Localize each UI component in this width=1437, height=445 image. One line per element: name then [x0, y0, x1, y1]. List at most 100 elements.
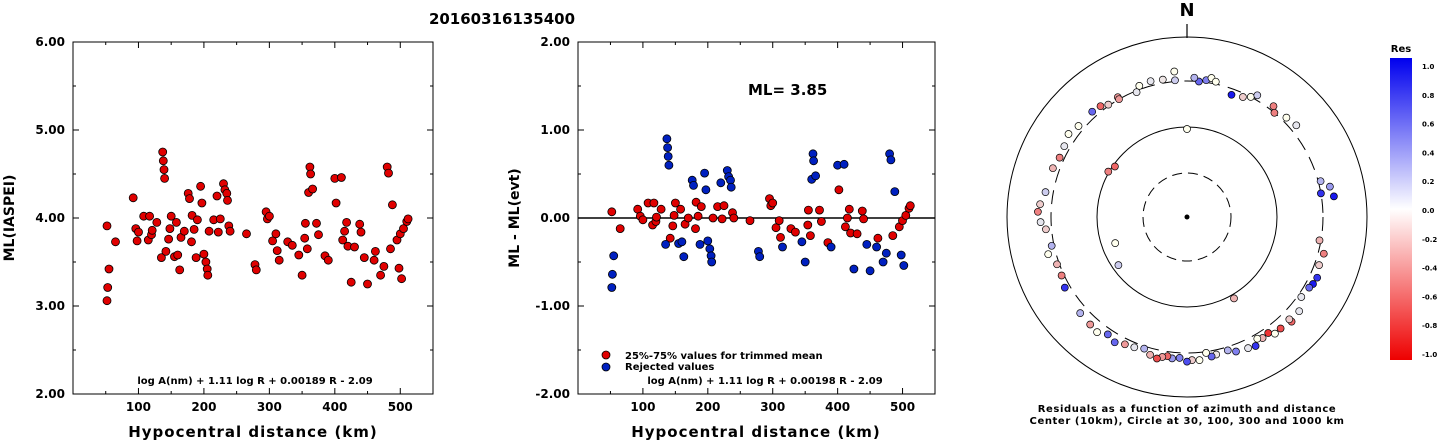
plot-frame [72, 41, 434, 395]
station-point [1202, 349, 1210, 357]
used-point [683, 213, 693, 223]
data-point [369, 255, 379, 265]
rejected-point [872, 242, 881, 252]
north-label: N [1179, 0, 1194, 21]
station-point [1088, 107, 1097, 116]
rejected-point [608, 269, 617, 279]
data-point [197, 198, 207, 208]
station-point [1146, 350, 1154, 359]
x-tick-label: 200 [191, 400, 216, 414]
legend-marker-rejected [601, 362, 611, 372]
station-point [1140, 344, 1149, 353]
station-point [1227, 90, 1236, 99]
station-point [1251, 342, 1260, 350]
center-marker [1184, 214, 1190, 220]
used-point [843, 213, 852, 223]
ring-300km [1050, 80, 1324, 354]
used-point [615, 224, 625, 234]
data-point [104, 264, 114, 274]
rejected-point [778, 242, 787, 252]
rejected-point [865, 266, 875, 276]
station-point [1146, 77, 1155, 86]
data-point [268, 236, 278, 246]
station-point [1223, 346, 1232, 355]
rejected-point [707, 257, 717, 267]
x-tick-label: 300 [257, 400, 282, 414]
station-point [1315, 261, 1323, 269]
station-point [1130, 343, 1139, 352]
station-point [1317, 189, 1325, 198]
legend-marker-used [601, 350, 611, 360]
station-point [1171, 76, 1179, 85]
colorbar-gradient [1390, 58, 1412, 360]
data-point [308, 184, 318, 194]
used-point [676, 204, 685, 214]
used-point [804, 205, 813, 215]
rejected-point [663, 151, 673, 161]
data-point [164, 234, 174, 244]
rejected-point [663, 143, 672, 153]
data-point [297, 270, 307, 280]
data-point [350, 242, 359, 252]
data-point [212, 191, 222, 201]
station-point [1295, 307, 1304, 316]
data-point [387, 200, 397, 210]
station-point [1044, 250, 1053, 259]
y-tick-label: 4.00 [35, 211, 65, 225]
data-point [397, 274, 407, 284]
colorbar-tick-label: -0.4 [1422, 265, 1437, 273]
station-point [1104, 167, 1113, 176]
data-point [302, 244, 312, 254]
station-point [1053, 260, 1061, 269]
colorbar-tick-label: 0.4 [1422, 149, 1435, 157]
station-point [1042, 225, 1050, 234]
data-point [159, 165, 169, 175]
rejected-point [677, 237, 687, 247]
station-point [1121, 340, 1129, 349]
data-point [147, 225, 157, 235]
used-point [671, 198, 680, 208]
station-point [1047, 241, 1056, 250]
used-point [665, 233, 675, 243]
x-tick-label: 100 [630, 400, 655, 414]
station-point [1183, 125, 1191, 133]
used-point [817, 217, 826, 226]
data-point [173, 250, 183, 260]
station-point [1114, 261, 1123, 269]
x-tick-label: 400 [825, 400, 850, 414]
used-point [834, 185, 844, 195]
rejected-point [607, 283, 617, 292]
data-point [386, 244, 395, 254]
data-point [191, 253, 201, 263]
data-point [346, 277, 356, 287]
data-point [192, 215, 202, 225]
colorbar-tick-label: -0.6 [1422, 293, 1437, 301]
ml-annotation: ML= 3.85 [748, 81, 827, 99]
used-point [806, 231, 815, 241]
data-point [196, 181, 206, 191]
data-point [160, 173, 170, 183]
data-point [179, 226, 189, 236]
data-point [102, 221, 112, 231]
used-point [691, 224, 700, 234]
station-point [1190, 73, 1199, 82]
y-tick-label: 5.00 [35, 123, 65, 137]
rejected-point [849, 264, 859, 274]
rejected-point [689, 180, 698, 190]
station-point [1036, 218, 1045, 226]
rejected-point [695, 239, 705, 249]
data-point [158, 147, 168, 157]
rejected-point [881, 248, 891, 258]
colorbar-tick-label: 0.8 [1422, 92, 1435, 100]
station-point [1103, 330, 1112, 339]
data-point [294, 250, 304, 260]
used-point [745, 216, 755, 226]
panel-polar-residuals: N Residuals as a function of azimuth and… [1006, 0, 1368, 427]
station-point [1060, 283, 1069, 292]
station-point [1230, 294, 1238, 303]
rejected-point [811, 171, 820, 181]
data-point [355, 219, 365, 229]
station-point [1305, 283, 1314, 292]
data-point [376, 270, 386, 280]
